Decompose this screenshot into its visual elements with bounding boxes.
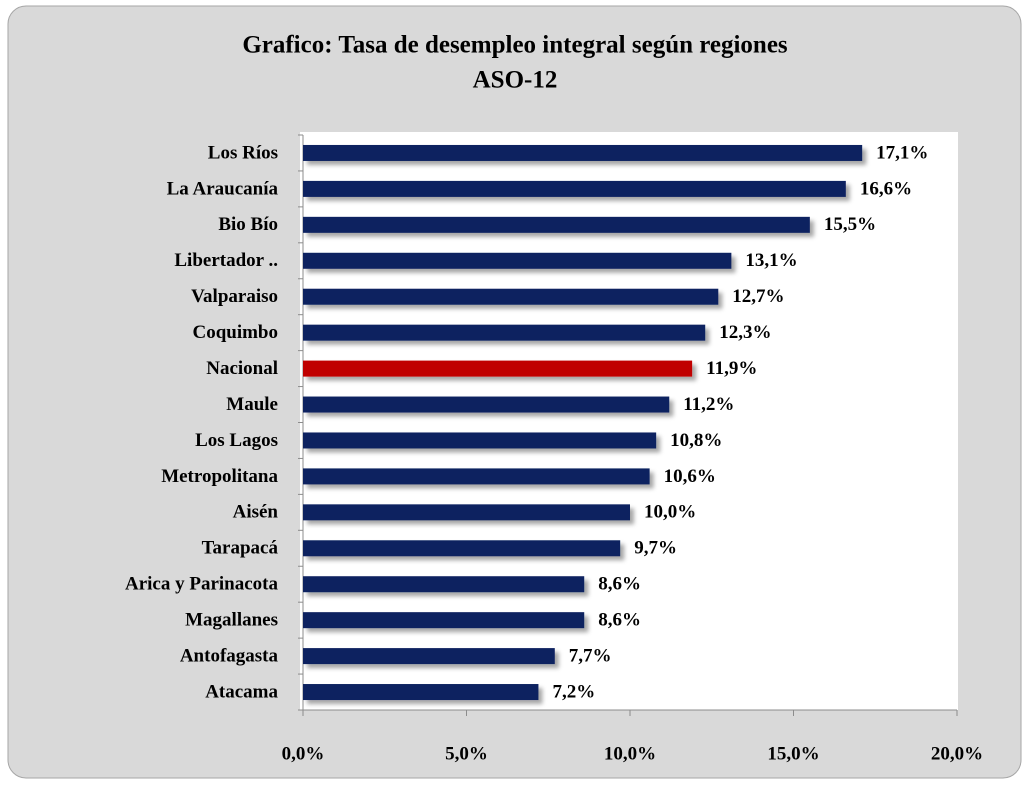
bar bbox=[303, 432, 657, 449]
y-tick-label: Bio Bío bbox=[218, 214, 278, 235]
value-label: 7,7% bbox=[569, 645, 612, 666]
y-tick-label: Magallanes bbox=[185, 610, 278, 631]
y-tick-label: Libertador .. bbox=[174, 250, 278, 271]
bar bbox=[303, 144, 863, 161]
value-label: 10,6% bbox=[664, 466, 716, 487]
bar bbox=[303, 648, 555, 665]
y-tick-label: La Araucanía bbox=[167, 178, 279, 199]
value-label: 13,1% bbox=[745, 250, 797, 271]
value-label: 8,6% bbox=[598, 610, 641, 631]
chart-subtitle: ASO-12 bbox=[473, 67, 558, 94]
y-tick-label: Antofagasta bbox=[180, 645, 279, 666]
x-tick-label: 5,0% bbox=[445, 743, 488, 764]
value-label: 7,2% bbox=[552, 681, 595, 702]
bar bbox=[303, 360, 693, 377]
y-tick-label: Los Lagos bbox=[195, 430, 278, 451]
bar bbox=[303, 180, 846, 197]
value-label: 16,6% bbox=[860, 178, 912, 199]
y-tick-label: Maule bbox=[226, 394, 278, 415]
y-tick-label: Atacama bbox=[205, 681, 278, 702]
bar bbox=[303, 396, 670, 413]
y-tick-label: Coquimbo bbox=[192, 322, 278, 343]
value-label: 12,3% bbox=[719, 322, 771, 343]
chart-title: Grafico: Tasa de desempleo integral segú… bbox=[242, 32, 788, 59]
y-tick-label: Nacional bbox=[206, 358, 278, 379]
x-tick-label: 10,0% bbox=[604, 743, 656, 764]
bar bbox=[303, 684, 539, 701]
value-label: 10,0% bbox=[644, 502, 696, 523]
x-tick-label: 20,0% bbox=[931, 743, 983, 764]
y-tick-label: Valparaiso bbox=[191, 286, 278, 307]
value-label: 8,6% bbox=[598, 574, 641, 595]
x-tick-label: 0,0% bbox=[282, 743, 325, 764]
bar bbox=[303, 540, 621, 557]
bar bbox=[303, 612, 585, 629]
bar bbox=[303, 504, 630, 521]
value-label: 10,8% bbox=[670, 430, 722, 451]
y-tick-label: Metropolitana bbox=[161, 466, 278, 487]
y-tick-label: Aisén bbox=[233, 502, 279, 523]
y-tick-label: Arica y Parinacota bbox=[125, 574, 279, 595]
bar bbox=[303, 288, 719, 305]
value-label: 17,1% bbox=[876, 142, 928, 163]
bar bbox=[303, 216, 810, 233]
bar bbox=[303, 324, 706, 341]
value-label: 11,2% bbox=[683, 394, 734, 415]
value-label: 15,5% bbox=[824, 214, 876, 235]
x-tick-label: 15,0% bbox=[767, 743, 819, 764]
value-label: 11,9% bbox=[706, 358, 757, 379]
value-label: 12,7% bbox=[732, 286, 784, 307]
bar bbox=[303, 468, 650, 485]
value-label: 9,7% bbox=[634, 538, 677, 559]
bar bbox=[303, 252, 732, 269]
bar bbox=[303, 576, 585, 593]
y-tick-label: Tarapacá bbox=[202, 538, 279, 559]
y-tick-label: Los Ríos bbox=[208, 142, 278, 163]
